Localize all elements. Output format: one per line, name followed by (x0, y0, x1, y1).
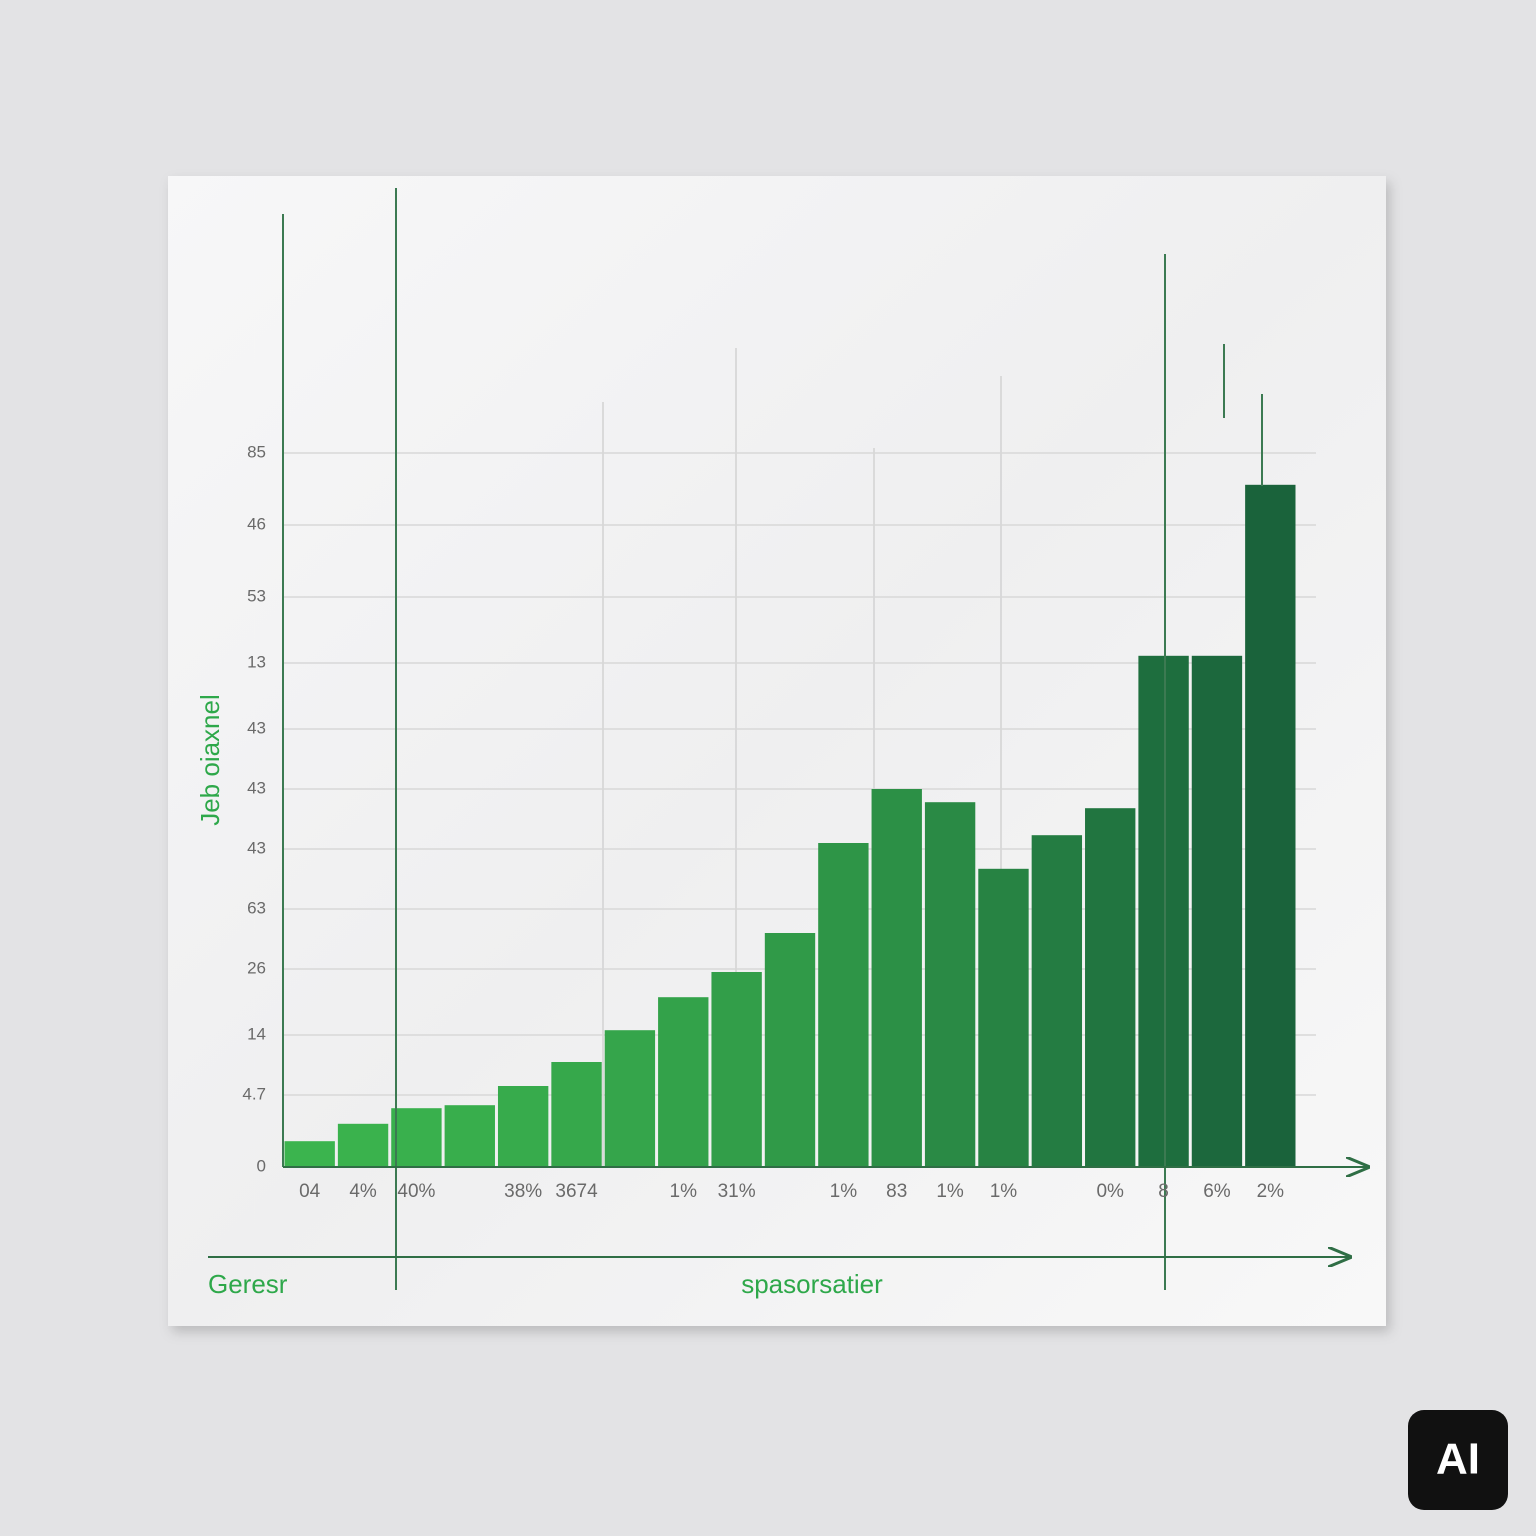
x-tick-label: 31% (718, 1181, 756, 1202)
bar (924, 802, 976, 1167)
bar (284, 1141, 335, 1167)
bar (764, 933, 816, 1167)
bar (551, 1062, 602, 1167)
y-tick-label: 53 (247, 586, 266, 605)
x-tick-label: 6% (1203, 1181, 1231, 1202)
y-tick-label: 13 (247, 652, 266, 671)
bar (444, 1105, 495, 1167)
bar (1031, 835, 1083, 1167)
bar (978, 868, 1029, 1167)
x-tick-label: 04 (299, 1181, 321, 1202)
bar (818, 843, 869, 1167)
y-tick-label: 63 (247, 898, 266, 917)
y-tick-label: 14 (247, 1024, 266, 1043)
bar (1138, 655, 1189, 1167)
bar (871, 789, 922, 1167)
y-tick-label: 85 (247, 442, 266, 461)
bar (337, 1123, 389, 1167)
x-tick-label: 1% (990, 1181, 1018, 1202)
x-tick-label: 1% (670, 1181, 698, 1202)
x-tick-label: 8 (1158, 1181, 1169, 1202)
bar (711, 972, 762, 1167)
badge-box (1408, 1410, 1508, 1510)
y-tick-label: 4.7 (242, 1084, 266, 1103)
y-tick-label: 0 (257, 1156, 266, 1175)
y-tick-label: 26 (247, 958, 266, 977)
bar (1085, 808, 1136, 1167)
decor-lines (282, 188, 1263, 1290)
x-tick-label: 2% (1257, 1181, 1285, 1202)
y-axis-title: Jeb oiaxnel (195, 694, 225, 826)
corner-label: Geresr (208, 1269, 288, 1299)
bar (604, 1030, 656, 1167)
x-tick-label: 3674 (555, 1181, 598, 1202)
y-tick-label: 43 (247, 778, 266, 797)
bar (1245, 484, 1296, 1167)
y-tick-label: 46 (247, 514, 266, 533)
x-tick-label: 38% (504, 1181, 542, 1202)
bar (391, 1108, 442, 1167)
bars-group (284, 484, 1296, 1167)
x-tick-label: 40% (397, 1181, 435, 1202)
bar (658, 997, 709, 1167)
x-tick-label: 0% (1096, 1181, 1124, 1202)
x-tick-label: 4% (349, 1181, 377, 1202)
x-axis-title: spasorsatier (741, 1269, 883, 1299)
y-tick-label: 43 (247, 718, 266, 737)
x-tick-label: 83 (886, 1181, 907, 1202)
bar (1191, 655, 1243, 1167)
bar (497, 1086, 549, 1167)
badge: AI (1436, 1435, 1480, 1484)
x-tick-label: 1% (830, 1181, 858, 1202)
y-tick-label: 43 (247, 838, 266, 857)
x-tick-label: 1% (936, 1181, 964, 1202)
